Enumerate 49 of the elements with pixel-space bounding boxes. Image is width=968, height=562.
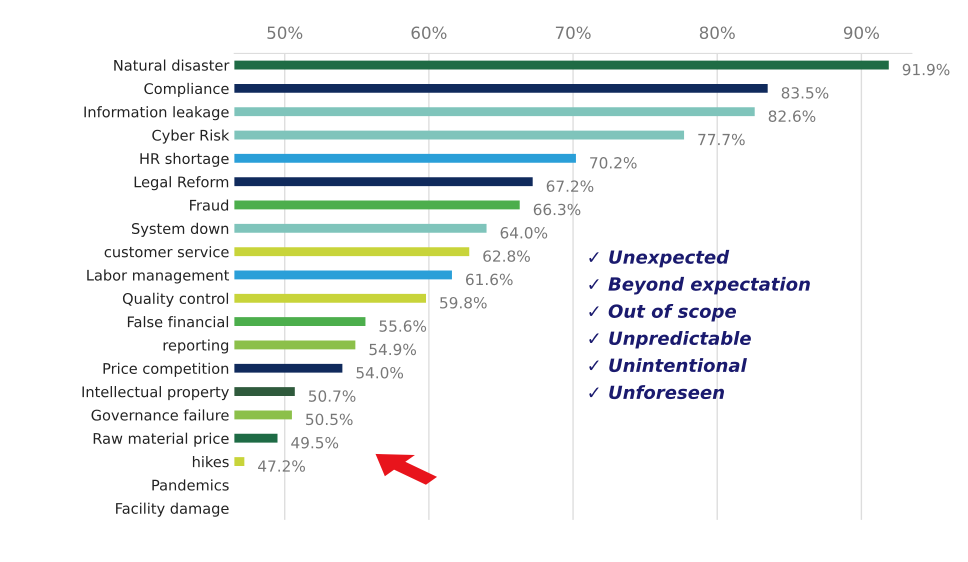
y-tick-label: HR shortage (140, 152, 229, 167)
annotation: ✓ Out of scope (589, 304, 736, 322)
y-tick-label: Natural disaster (114, 60, 230, 71)
data-label: 47.2% (258, 460, 306, 472)
data-label: 77.7% (698, 134, 745, 146)
data-label: 59.8% (440, 296, 487, 309)
data-label: 61.6% (466, 274, 513, 286)
data-label: 54.0% (356, 366, 404, 379)
data-label: 50.7% (308, 390, 356, 402)
x-tick-label: 50% (267, 26, 302, 40)
y-tick-label: False financial (128, 316, 228, 328)
annotation: ✓ Beyond expectation (589, 276, 810, 294)
y-tick-label: hikes (192, 456, 229, 468)
data-label: 64.0% (500, 227, 548, 239)
y-tick-label: Pandemics (152, 479, 229, 491)
x-tick-label: 90% (844, 26, 879, 40)
y-tick-label: Governance failure (92, 409, 229, 421)
y-tick-label: customer service (104, 246, 229, 258)
x-tick-label: 80% (700, 26, 735, 40)
y-tick-label: Information leakage (84, 106, 229, 120)
y-tick-label: Labor management (87, 269, 230, 284)
y-tick-label: Price competition (104, 362, 228, 377)
y-tick-label: Cyber Risk (152, 129, 230, 144)
annotation: ✓ Unintentional (589, 358, 747, 372)
y-tick-label: Raw material price (94, 432, 229, 447)
data-label: 70.2% (590, 157, 637, 169)
annotation: ✓ Unpredictable (589, 331, 751, 349)
data-label: 67.2% (546, 180, 594, 192)
y-tick-label: Fraud (190, 199, 228, 211)
data-label: 82.6% (768, 110, 816, 122)
y-tick-label: Quality control (122, 292, 228, 307)
data-label: 62.8% (483, 250, 530, 262)
data-label: 54.9% (370, 344, 416, 356)
data-label: 66.3% (534, 204, 580, 216)
y-tick-label: Intellectual property (82, 386, 229, 400)
y-tick-label: Facility damage (116, 502, 229, 517)
data-label: 50.5% (306, 414, 353, 426)
y-tick-label: Compliance (144, 82, 229, 97)
data-label: 49.5% (291, 436, 338, 448)
y-tick-label: System down (132, 222, 228, 237)
y-tick-label: Legal Reform (134, 176, 228, 190)
data-label: 91.9% (902, 64, 950, 76)
annotation: ✓ Unforeseen (589, 385, 724, 400)
y-tick-label: reporting (164, 339, 228, 354)
x-tick-label: 60% (412, 26, 446, 40)
annotation: ✓ Unexpected (589, 250, 730, 268)
data-label: 83.5% (782, 87, 828, 99)
data-label: 55.6% (380, 320, 426, 332)
x-tick-label: 70% (556, 26, 591, 40)
